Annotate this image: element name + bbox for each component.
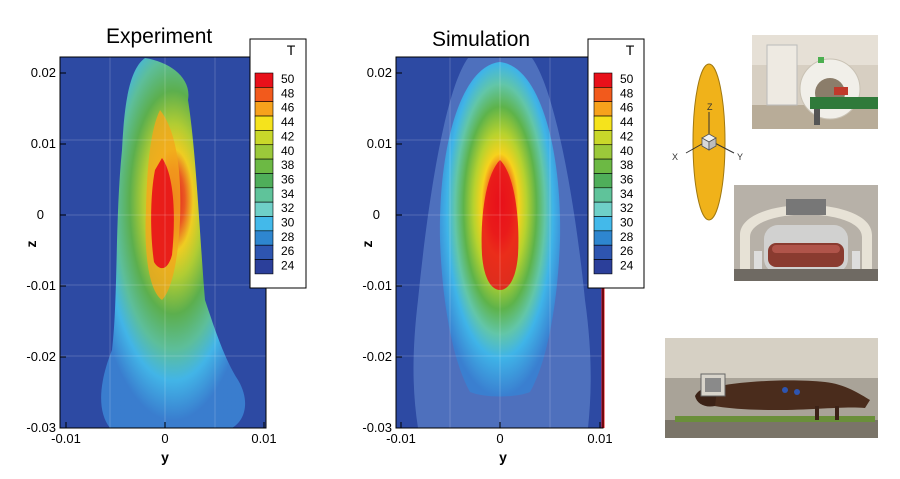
experiment-plot: 0.02 0.01 0 -0.01 -0.02 -0.03 -0.01 0 0.… [23,56,277,465]
experiment-legend-label-40: 40 [281,144,295,158]
exp-x-tick-3: 0.01 [251,431,276,446]
simulation-legend-swatch-48 [593,87,613,102]
sim-x-tick-2: 0 [496,431,503,446]
simulation-legend-swatch-40 [593,144,613,160]
sim-x-axis-label: y [499,449,507,465]
simulation-legend-label-24: 24 [620,259,634,273]
experiment-title: Experiment [106,25,213,48]
experiment-legend-swatch-34 [254,187,274,203]
experiment-legend-label-26: 26 [281,244,295,258]
simulation-legend-swatch-28 [593,230,613,246]
simulation-legend-swatch-26 [593,244,613,260]
simulation-legend-label-44: 44 [620,115,634,129]
experiment-legend-label-50: 50 [281,72,295,86]
z-axis-label: Z [707,102,713,112]
exp-x-axis-label: y [161,449,169,465]
experiment-legend-swatch-30 [254,216,274,232]
simulation-legend-swatch-46 [593,101,613,117]
simulation-legend-label-26: 26 [620,244,634,258]
experiment-legend-swatch-26 [254,244,274,260]
simulation-legend-label-30: 30 [620,216,634,230]
sim-x-tick-1: -0.01 [386,431,416,446]
sim-y-tick-3: 0 [373,207,380,222]
exp-y-tick-4: -0.01 [26,278,56,293]
x-axis-label: X [672,152,678,162]
simulation-legend-label-36: 36 [620,172,634,186]
simulation-legend-swatch-34 [593,187,613,203]
exp-y-tick-1: 0.02 [31,65,56,80]
experiment-legend-swatch-44 [254,115,274,131]
simulation-legend-swatch-38 [593,158,613,174]
simulation-legend-label-28: 28 [620,230,634,244]
y-axis-label: Y [737,152,743,162]
experiment-legend-label-34: 34 [281,187,295,201]
experiment-legend-swatch-32 [254,201,274,217]
phantom-in-coil-photo [734,185,878,281]
experiment-legend-swatch-28 [254,230,274,246]
experiment-hot-contour [151,158,174,269]
experiment-legend-label-24: 24 [281,259,295,273]
exp-y-axis-label: z [23,241,39,248]
experiment-legend-swatch-46 [254,101,274,117]
simulation-legend-label-38: 38 [620,158,634,172]
simulation-legend-swatch-24 [593,259,613,275]
experiment-legend-swatch-50 [254,72,274,88]
simulation-legend-label-34: 34 [620,187,634,201]
simulation-plot: 0.02 0.01 0 -0.01 -0.02 -0.03 -0.01 0 0.… [359,56,613,465]
experiment-legend-swatch-24 [254,259,274,275]
sim-y-axis-label: z [359,241,375,248]
simulation-legend-swatch-44 [593,115,613,131]
experiment-legend-swatch-40 [254,144,274,160]
simulation-legend-label-40: 40 [620,144,634,158]
experiment-legend-title: T [287,42,296,58]
exp-y-tick-3: 0 [37,207,44,222]
simulation-legend-label-48: 48 [620,86,634,100]
simulation-legend-swatch-50 [593,72,613,88]
exp-y-tick-6: -0.03 [26,420,56,435]
simulation-legend-title: T [626,42,635,58]
experiment-legend-label-42: 42 [281,129,295,143]
experiment-legend-swatch-42 [254,130,274,146]
cube-icon [701,133,717,151]
experiment-legend-label-36: 36 [281,172,295,186]
simulation-legend-label-42: 42 [620,129,634,143]
exp-x-tick-2: 0 [161,431,168,446]
exp-y-tick-5: -0.02 [26,349,56,364]
sim-y-tick-2: 0.01 [367,136,392,151]
simulation-legend-label-46: 46 [620,101,634,115]
experiment-legend-label-28: 28 [281,230,295,244]
simulation-legend-swatch-30 [593,216,613,232]
simulation-legend-swatch-42 [593,130,613,146]
simulation-legend-swatch-36 [593,173,613,189]
experiment-legend-swatch-36 [254,173,274,189]
experiment-legend-label-48: 48 [281,86,295,100]
simulation-legend-label-32: 32 [620,201,634,215]
exp-x-tick-1: -0.01 [51,431,81,446]
animal-on-table-photo [665,338,878,438]
experiment-legend-swatch-38 [254,158,274,174]
mri-scanner-photo [752,35,878,129]
simulation-title: Simulation [432,28,531,51]
experiment-legend-label-32: 32 [281,201,295,215]
exp-y-tick-2: 0.01 [31,136,56,151]
sim-y-tick-4: -0.01 [362,278,392,293]
experiment-legend-label-44: 44 [281,115,295,129]
experiment-legend-swatch-48 [254,87,274,102]
simulation-legend-label-50: 50 [620,72,634,86]
sim-y-tick-5: -0.02 [362,349,392,364]
sim-y-tick-6: -0.03 [362,420,392,435]
sim-y-tick-1: 0.02 [367,65,392,80]
experiment-legend-label-38: 38 [281,158,295,172]
coordinate-system-icon: Z X Y [672,63,743,221]
sim-x-tick-3: 0.01 [587,431,612,446]
experiment-legend-label-46: 46 [281,101,295,115]
simulation-legend-swatch-32 [593,201,613,217]
experiment-legend-label-30: 30 [281,216,295,230]
simulation-hot-contour [481,160,519,290]
